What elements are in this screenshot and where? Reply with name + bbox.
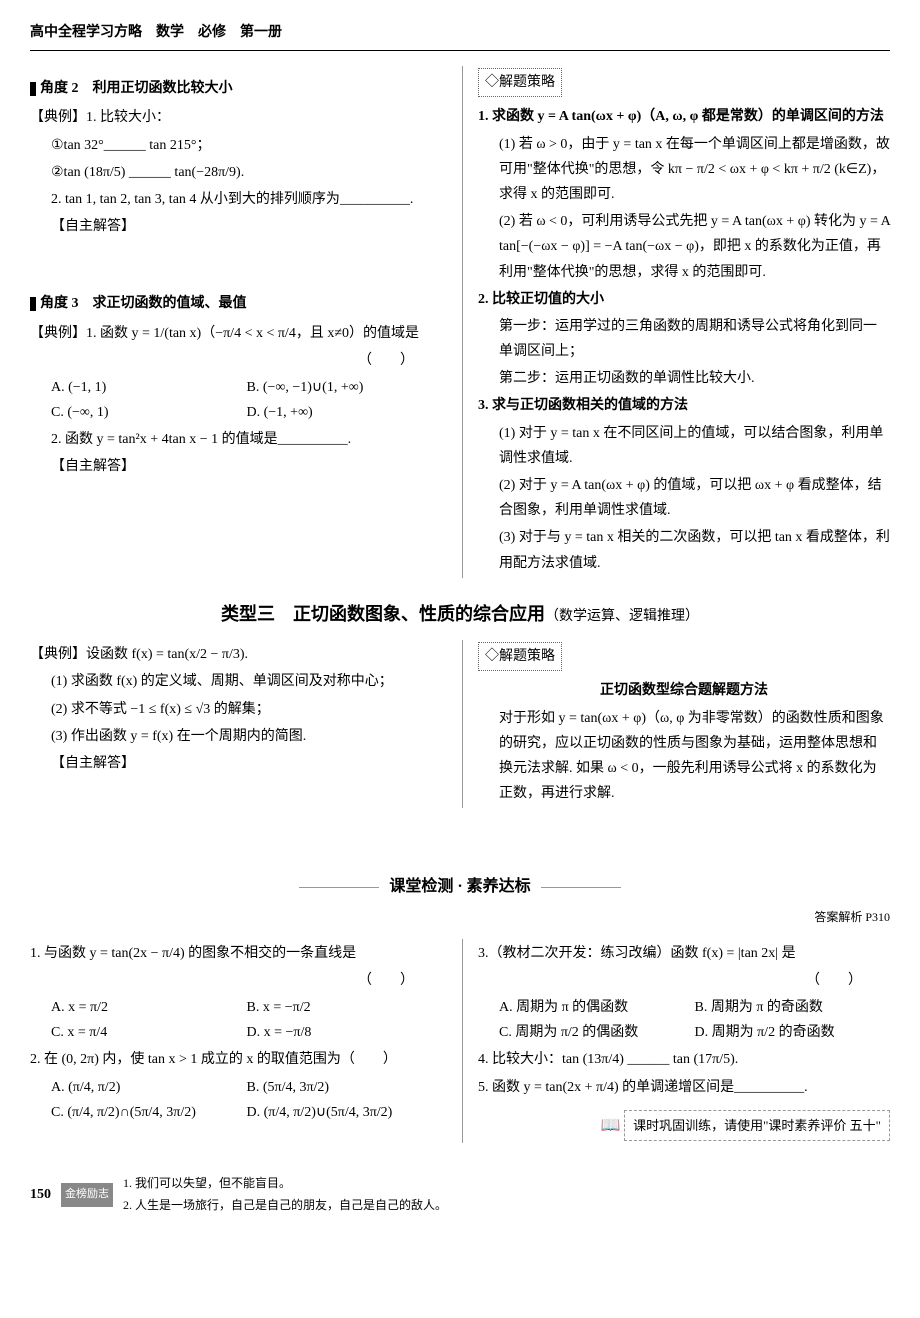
- q1-opt-a: A. x = π/2: [51, 995, 247, 1020]
- angle3-opt-c: C. (−∞, 1): [51, 400, 247, 425]
- angle2-q1b: ②tan (18π/5) ______ tan(−28π/9).: [30, 160, 442, 185]
- angle2-ex-label: 【典例】1. 比较大小：: [30, 105, 442, 130]
- q2-opt-b: B. (5π/4, 3π/2): [247, 1075, 443, 1100]
- strategy1-p2a: 第一步：运用学过的三角函数的周期和诱导公式将角化到同一单调区间上；: [478, 314, 890, 364]
- angle3-q1: 【典例】1. 函数 y = 1/(tan x)（−π/4 < x < π/4，且…: [30, 321, 442, 346]
- angle3-self: 【自主解答】: [30, 454, 442, 479]
- strategy2-title: ◇解题策略: [478, 642, 562, 671]
- q3-opt-c: C. 周期为 π/2 的偶函数: [499, 1020, 695, 1045]
- strategy1-h2: 2. 比较正切值的大小: [478, 287, 890, 312]
- q1-opt-c: C. x = π/4: [51, 1020, 247, 1045]
- strategy1-p2b: 第二步：运用正切函数的单调性比较大小.: [478, 366, 890, 391]
- section-test: 1. 与函数 y = tan(2x − π/4) 的图象不相交的一条直线是 （ …: [30, 939, 890, 1144]
- test-left: 1. 与函数 y = tan(2x − π/4) 的图象不相交的一条直线是 （ …: [30, 939, 442, 1144]
- test-right: 3.（教材二次开发：练习改编）函数 f(x) = |tan 2x| 是 （ ） …: [462, 939, 890, 1144]
- strategy1-p3a: (1) 对于 y = tan x 在不同区间上的值域，可以结合图象，利用单调性求…: [478, 421, 890, 471]
- strategy1-column: ◇解题策略 1. 求函数 y = A tan(ωx + φ)（A, ω, φ 都…: [462, 66, 890, 578]
- test-q2: 2. 在 (0, 2π) 内，使 tan x > 1 成立的 x 的取值范围为（…: [30, 1047, 442, 1072]
- test-banner: 课堂检测 · 素养达标: [30, 873, 890, 902]
- ans-note: 答案解析 P310: [30, 907, 890, 929]
- angle3-opt-b: B. (−∞, −1)∪(1, +∞): [247, 375, 443, 400]
- strategy2-body: 对于形如 y = tan(ωx + φ)（ω, φ 为非零常数）的函数性质和图象…: [478, 706, 890, 807]
- q2-opt-c: C. (π/4, π/2)∩(5π/4, 3π/2): [51, 1100, 247, 1125]
- test-q3-options: A. 周期为 π 的偶函数 B. 周期为 π 的奇函数 C. 周期为 π/2 的…: [478, 995, 890, 1045]
- angle3-q2: 2. 函数 y = tan²x + 4tan x − 1 的值域是_______…: [30, 427, 442, 452]
- left-column: 角度 2 利用正切函数比较大小 【典例】1. 比较大小： ①tan 32°___…: [30, 66, 442, 578]
- strategy1-title: ◇解题策略: [478, 68, 562, 97]
- strategy1-p3b: (2) 对于 y = A tan(ωx + φ) 的值域，可以把 ωx + φ …: [478, 473, 890, 523]
- q2-opt-a: A. (π/4, π/2): [51, 1075, 247, 1100]
- test-q3-paren: （ ）: [478, 968, 890, 993]
- type3-header: 类型三 正切函数图象、性质的综合应用（数学运算、逻辑推理）: [30, 598, 890, 630]
- section-type3: 【典例】设函数 f(x) = tan(x/2 − π/3). (1) 求函数 f…: [30, 640, 890, 808]
- angle3-opt-a: A. (−1, 1): [51, 375, 247, 400]
- test-q1-options: A. x = π/2 B. x = −π/2 C. x = π/4 D. x =…: [30, 995, 442, 1045]
- angle3-title: 角度 3 求正切函数的值域、最值: [30, 291, 247, 316]
- q1-opt-d: D. x = −π/8: [247, 1020, 443, 1045]
- q3-opt-a: A. 周期为 π 的偶函数: [499, 995, 695, 1020]
- page-header: 高中全程学习方略 数学 必修 第一册: [30, 20, 890, 51]
- type3-q2: (2) 求不等式 −1 ≤ f(x) ≤ √3 的解集；: [30, 697, 442, 722]
- q3-opt-b: B. 周期为 π 的奇函数: [695, 995, 891, 1020]
- q1-opt-b: B. x = −π/2: [247, 995, 443, 1020]
- book-icon: 📖: [601, 1117, 621, 1134]
- angle2-q2: 2. tan 1, tan 2, tan 3, tan 4 从小到大的排列顺序为…: [30, 187, 442, 212]
- strategy1-p1b: (2) 若 ω < 0，可利用诱导公式先把 y = A tan(ωx + φ) …: [478, 209, 890, 285]
- angle2-q1a: ①tan 32°______ tan 215°；: [30, 133, 442, 158]
- test-q1-paren: （ ）: [30, 968, 442, 993]
- footer-badge: 金榜励志: [61, 1183, 113, 1207]
- test-q4: 4. 比较大小：tan (13π/4) ______ tan (17π/5).: [478, 1047, 890, 1072]
- type3-left: 【典例】设函数 f(x) = tan(x/2 − π/3). (1) 求函数 f…: [30, 640, 442, 808]
- strategy1-h1: 1. 求函数 y = A tan(ωx + φ)（A, ω, φ 都是常数）的单…: [478, 104, 890, 129]
- test-q1: 1. 与函数 y = tan(2x − π/4) 的图象不相交的一条直线是: [30, 941, 442, 966]
- test-q5: 5. 函数 y = tan(2x + π/4) 的单调递增区间是________…: [478, 1075, 890, 1100]
- practice-note: 课时巩固训练，请使用"课时素养评价 五十": [624, 1110, 890, 1141]
- type3-self: 【自主解答】: [30, 751, 442, 776]
- motto-2: 2. 人生是一场旅行，自己是自己的朋友，自己是自己的敌人。: [123, 1195, 447, 1217]
- motto-1: 1. 我们可以失望，但不能盲目。: [123, 1173, 447, 1195]
- strategy2-subtitle: 正切函数型综合题解题方法: [478, 678, 890, 703]
- angle2-title: 角度 2 利用正切函数比较大小: [30, 76, 233, 101]
- test-q3: 3.（教材二次开发：练习改编）函数 f(x) = |tan 2x| 是: [478, 941, 890, 966]
- page-footer: 150 金榜励志 1. 我们可以失望，但不能盲目。 2. 人生是一场旅行，自己是…: [30, 1173, 890, 1216]
- strategy2-column: ◇解题策略 正切函数型综合题解题方法 对于形如 y = tan(ωx + φ)（…: [462, 640, 890, 808]
- type3-q3: (3) 作出函数 y = f(x) 在一个周期内的简图.: [30, 724, 442, 749]
- type3-q1: (1) 求函数 f(x) 的定义域、周期、单调区间及对称中心；: [30, 669, 442, 694]
- page-number: 150: [30, 1182, 51, 1207]
- strategy1-h3: 3. 求与正切函数相关的值域的方法: [478, 393, 890, 418]
- section-angle-strategy: 角度 2 利用正切函数比较大小 【典例】1. 比较大小： ①tan 32°___…: [30, 66, 890, 578]
- q3-opt-d: D. 周期为 π/2 的奇函数: [695, 1020, 891, 1045]
- angle3-paren: （ ）: [30, 348, 442, 373]
- angle3-options: A. (−1, 1) B. (−∞, −1)∪(1, +∞) C. (−∞, 1…: [30, 375, 442, 425]
- strategy1-p3c: (3) 对于与 y = tan x 相关的二次函数，可以把 tan x 看成整体…: [478, 525, 890, 575]
- angle3-opt-d: D. (−1, +∞): [247, 400, 443, 425]
- angle2-self: 【自主解答】: [30, 214, 442, 239]
- type3-intro: 【典例】设函数 f(x) = tan(x/2 − π/3).: [30, 642, 442, 667]
- test-q2-options: A. (π/4, π/2) B. (5π/4, 3π/2) C. (π/4, π…: [30, 1075, 442, 1125]
- q2-opt-d: D. (π/4, π/2)∪(5π/4, 3π/2): [247, 1100, 443, 1125]
- strategy1-p1a: (1) 若 ω > 0，由于 y = tan x 在每一个单调区间上都是增函数，…: [478, 132, 890, 208]
